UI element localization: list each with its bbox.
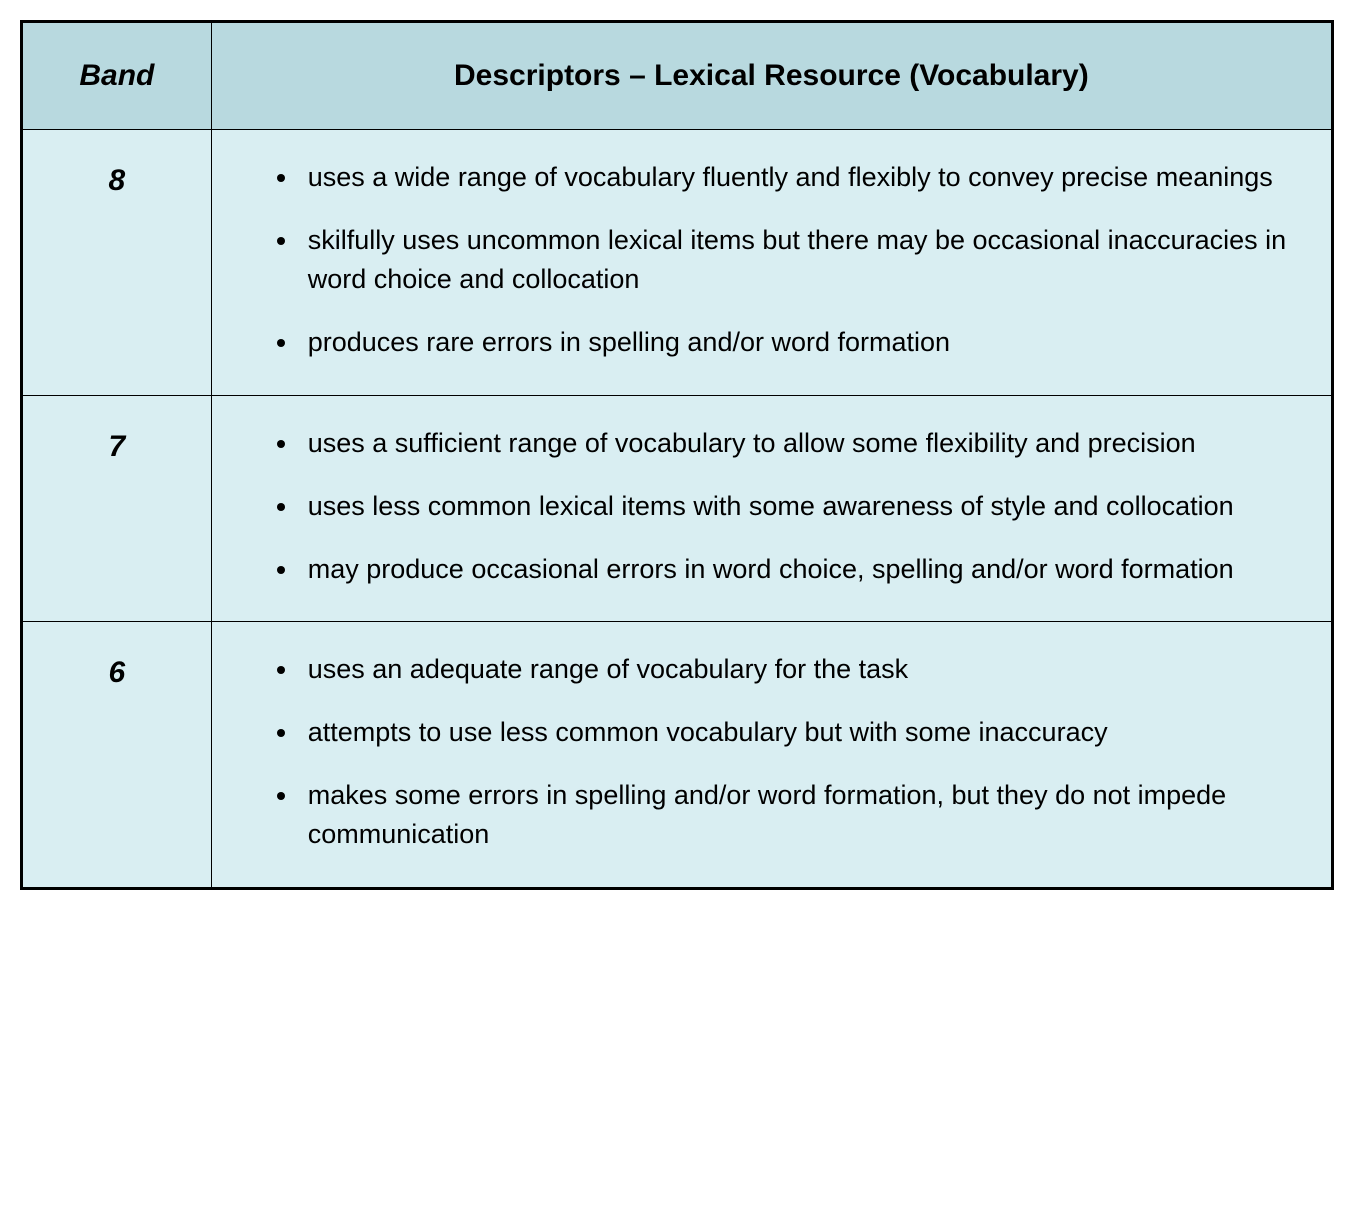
band-descriptor-table: Band Descriptors – Lexical Resource (Voc… <box>20 20 1334 890</box>
column-header-band: Band <box>22 22 212 130</box>
descriptor-list: uses an adequate range of vocabulary for… <box>236 650 1307 855</box>
descriptor-item: attempts to use less common vocabulary b… <box>300 713 1287 752</box>
descriptor-cell: uses a wide range of vocabulary fluently… <box>211 130 1332 396</box>
table-row: 6 uses an adequate range of vocabulary f… <box>22 621 1333 888</box>
band-cell: 6 <box>22 621 212 888</box>
table-row: 8 uses a wide range of vocabulary fluent… <box>22 130 1333 396</box>
band-cell: 7 <box>22 395 212 621</box>
descriptor-item: uses a sufficient range of vocabulary to… <box>300 424 1287 463</box>
table-header-row: Band Descriptors – Lexical Resource (Voc… <box>22 22 1333 130</box>
descriptor-item: may produce occasional errors in word ch… <box>300 550 1287 589</box>
descriptor-item: produces rare errors in spelling and/or … <box>300 323 1287 362</box>
descriptor-cell: uses a sufficient range of vocabulary to… <box>211 395 1332 621</box>
descriptor-item: skilfully uses uncommon lexical items bu… <box>300 221 1287 299</box>
descriptor-item: uses a wide range of vocabulary fluently… <box>300 158 1287 197</box>
descriptor-item: uses an adequate range of vocabulary for… <box>300 650 1287 689</box>
descriptor-item: makes some errors in spelling and/or wor… <box>300 776 1287 854</box>
descriptor-item: uses less common lexical items with some… <box>300 487 1287 526</box>
descriptor-cell: uses an adequate range of vocabulary for… <box>211 621 1332 888</box>
table-row: 7 uses a sufficient range of vocabulary … <box>22 395 1333 621</box>
descriptor-list: uses a wide range of vocabulary fluently… <box>236 158 1307 363</box>
band-cell: 8 <box>22 130 212 396</box>
descriptor-list: uses a sufficient range of vocabulary to… <box>236 424 1307 589</box>
column-header-descriptors: Descriptors – Lexical Resource (Vocabula… <box>211 22 1332 130</box>
